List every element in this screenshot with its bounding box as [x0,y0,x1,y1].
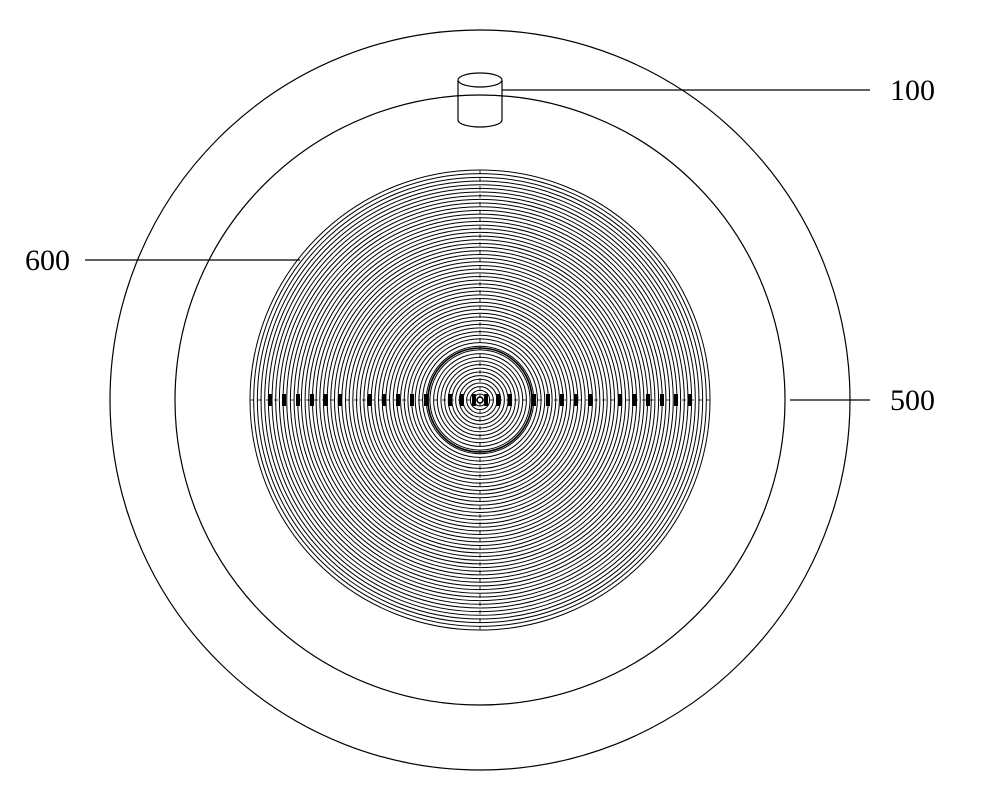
label-600: 600 [25,244,70,277]
technical-diagram: 100 600 500 [0,0,1000,799]
label-100: 100 [890,74,935,107]
label-500: 500 [890,384,935,417]
